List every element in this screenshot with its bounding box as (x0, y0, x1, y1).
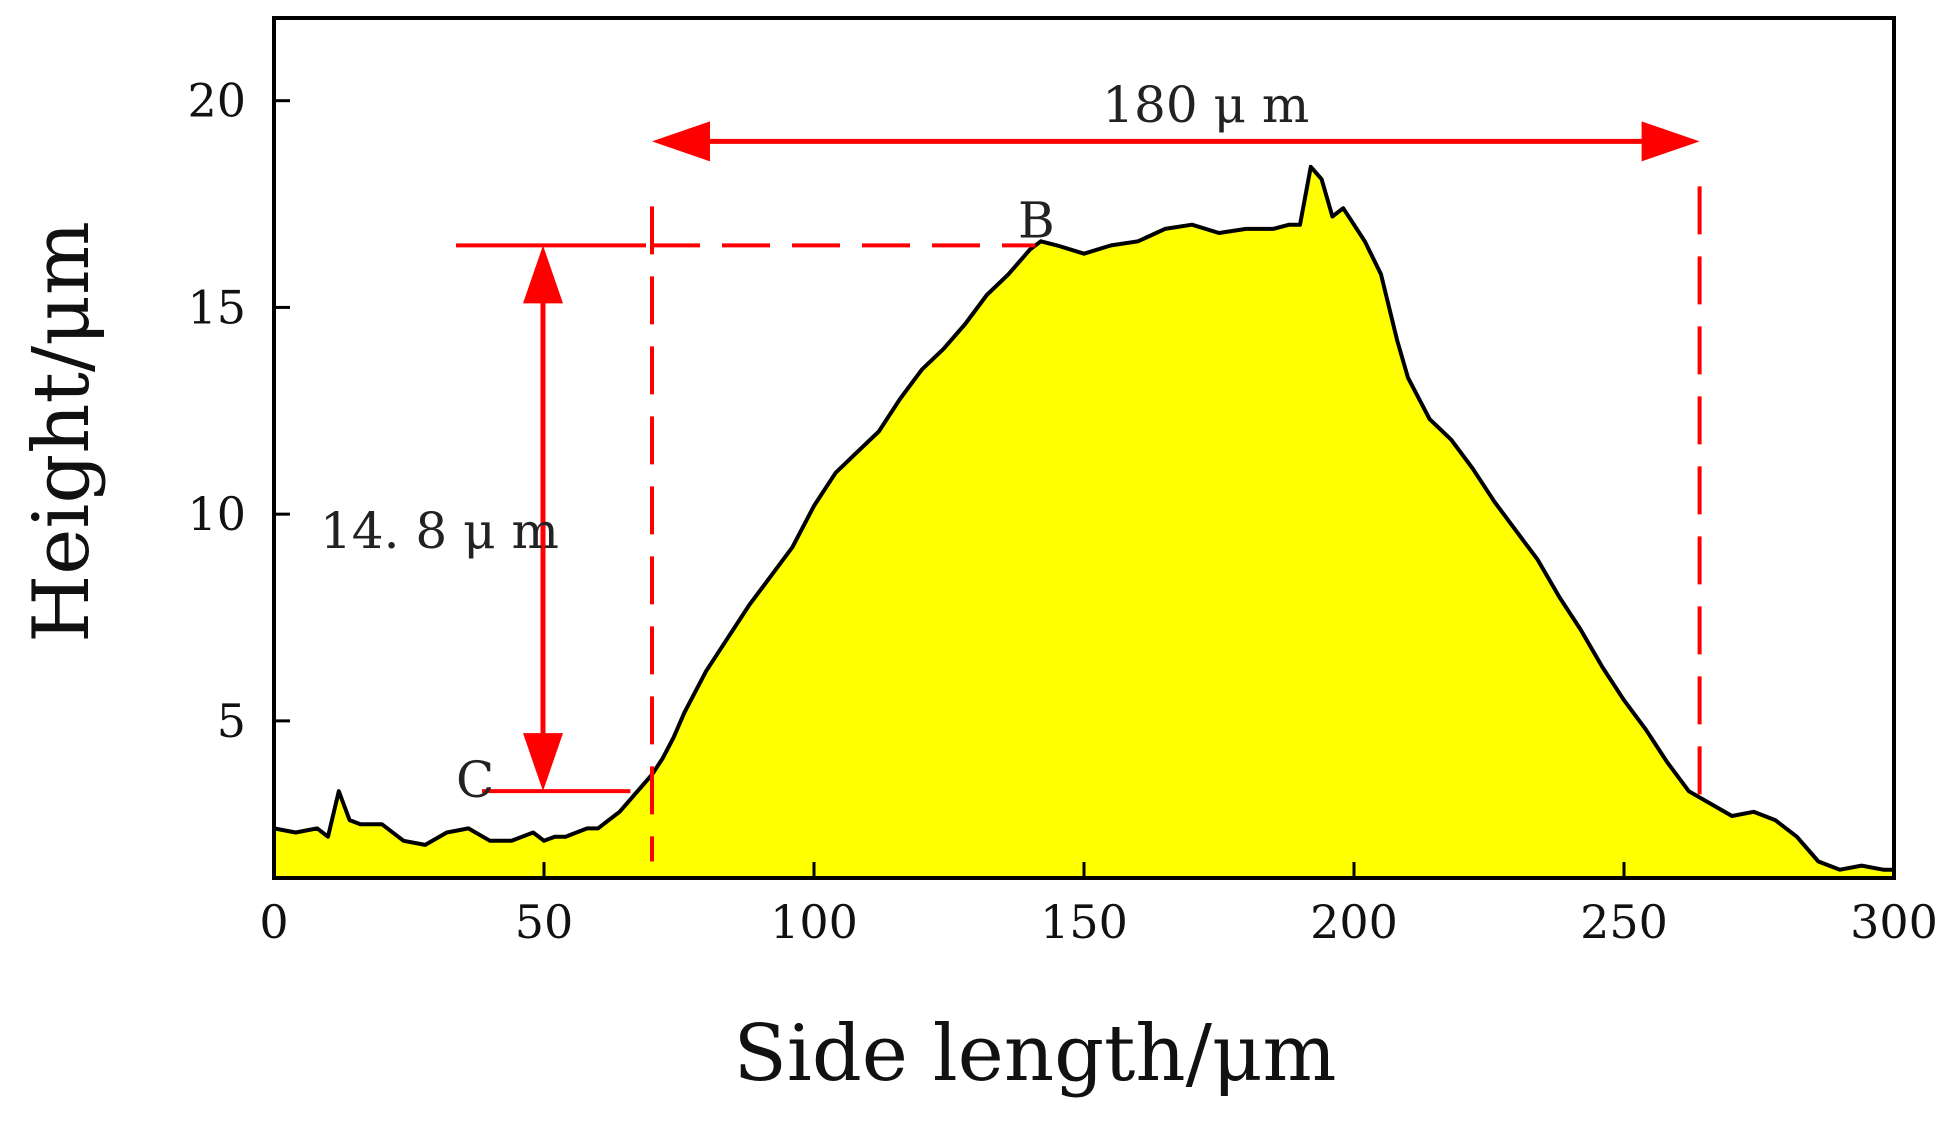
series-line (273, 164, 1894, 872)
point-c-label: C (456, 751, 494, 809)
axes: 0 50 100 150 200 250 300 5 10 15 20 (187, 16, 1938, 949)
point-b-label: B (1018, 191, 1055, 249)
x-tick-label: 250 (1580, 895, 1668, 949)
y-tick-label: 5 (217, 694, 246, 748)
height-arrow-bottom-head (523, 733, 563, 792)
height-label: 14. 8 μ m (320, 502, 559, 560)
x-tick-label: 0 (259, 895, 288, 949)
x-tick-label: 100 (770, 895, 858, 949)
x-tick-label: 150 (1040, 895, 1128, 949)
width-arrow-left-head (652, 121, 710, 162)
x-tick-label: 200 (1310, 895, 1398, 949)
x-tick-label: 300 (1850, 895, 1938, 949)
series-area (274, 166, 1894, 879)
y-tick-label: 20 (187, 74, 246, 128)
x-axis-title: Side length/μm (733, 1009, 1336, 1099)
height-arrow-top-head (523, 245, 563, 304)
width-arrow-right-head (1641, 121, 1700, 162)
width-label: 180 μ m (1102, 76, 1309, 134)
x-tick-label: 50 (515, 895, 574, 949)
y-tick-label: 15 (187, 280, 246, 334)
annotations: 180 μ m 14. 8 μ m B C (320, 76, 1702, 862)
plot-area (273, 164, 1894, 879)
y-axis-title: Height/μm (17, 221, 107, 643)
y-tick-label: 10 (187, 487, 246, 541)
